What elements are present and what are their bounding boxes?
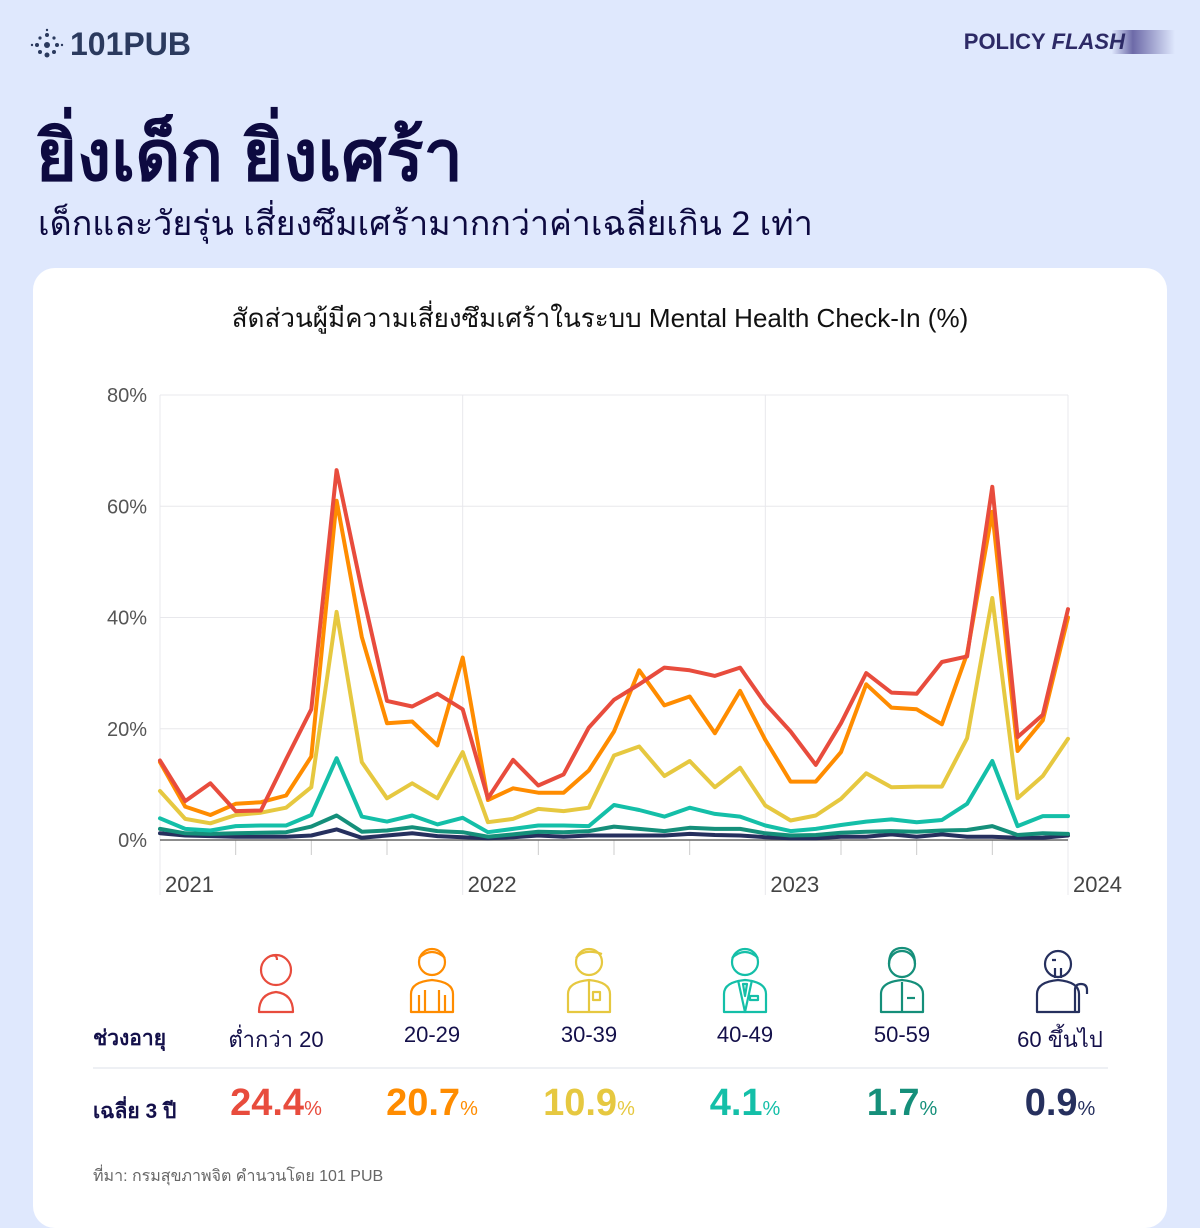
series-line-50-59 <box>158 813 1070 839</box>
child-icon <box>241 940 311 1015</box>
elderly-icon <box>1025 940 1095 1015</box>
adult-icon <box>554 940 624 1015</box>
x-tick-label: 2022 <box>468 872 517 897</box>
page-title: ยิ่งเด็ก ยิ่งเศร้า <box>36 117 463 195</box>
chart-title: สัดส่วนผู้มีความเสี่ยงซึมเศร้าในระบบ Men… <box>231 303 969 333</box>
age-group-label: 30-39 <box>560 1022 618 1047</box>
line-chart: 0% 20% 40% 60% 80% 2021 2022 2023 2024 <box>107 385 1122 897</box>
badge-flash: FLASH <box>1051 29 1125 54</box>
businessman-icon <box>710 940 780 1015</box>
average-value: 1.7% <box>822 1082 982 1125</box>
policy-flash-badge: POLICY FLASH <box>963 29 1175 54</box>
y-tick-label: 60% <box>107 496 147 518</box>
young-adult-icon <box>397 940 467 1015</box>
age-row-label: ช่วงอายุ <box>93 1027 167 1050</box>
avg-row-label: เฉลี่ย 3 ปี <box>93 1100 177 1123</box>
average-value: 20.7% <box>352 1082 512 1125</box>
logo-burst-icon <box>30 28 64 57</box>
logo: 101PUB <box>30 26 191 63</box>
x-tick-label: 2023 <box>770 872 819 897</box>
average-value: 24.4% <box>196 1082 356 1125</box>
middle-aged-icon <box>867 940 937 1015</box>
percent-sign: % <box>460 1098 478 1120</box>
age-group-label: 20-29 <box>403 1022 461 1047</box>
series-line-30-39 <box>158 596 1070 826</box>
average-number: 0.9 <box>1024 1082 1078 1124</box>
y-tick-label: 80% <box>107 385 147 407</box>
percent-sign: % <box>1077 1098 1096 1120</box>
average-number: 10.9 <box>543 1082 618 1124</box>
y-tick-label: 20% <box>107 719 147 741</box>
average-number: 20.7 <box>386 1082 461 1124</box>
series-line-ต่ำกว่า-20 <box>158 468 1070 814</box>
average-value: 10.9% <box>509 1082 669 1125</box>
age-group-label: 50-59 <box>873 1022 931 1047</box>
percent-sign: % <box>617 1098 635 1120</box>
badge-policy: POLICY <box>963 29 1046 54</box>
source-note: ที่มา: กรมสุขภาพจิต คำนวนโดย 101 PUB <box>93 1168 384 1185</box>
age-group-label: 60 ขึ้นไป <box>1017 1027 1103 1052</box>
y-tick-label: 0% <box>118 830 147 852</box>
page-subtitle: เด็กและวัยรุ่น เสี่ยงซึมเศร้ามากกว่าค่าเ… <box>38 205 813 243</box>
logo-text: 101PUB <box>70 26 191 62</box>
x-tick-label: 2021 <box>165 872 214 897</box>
average-value: 4.1% <box>665 1082 825 1125</box>
percent-sign: % <box>762 1098 781 1120</box>
average-value: 0.9% <box>980 1082 1140 1125</box>
y-tick-label: 40% <box>107 608 147 630</box>
age-group-label: 40-49 <box>716 1022 774 1047</box>
series-line-40-49 <box>158 756 1070 835</box>
x-tick-label: 2024 <box>1073 872 1122 897</box>
legend-divider <box>93 1067 1108 1069</box>
age-group-label: ต่ำกว่า 20 <box>228 1027 324 1052</box>
average-number: 1.7 <box>866 1082 920 1124</box>
series-line-60-ขึ้นไป <box>158 827 1070 841</box>
average-number: 24.4 <box>230 1082 305 1124</box>
percent-sign: % <box>304 1098 322 1120</box>
percent-sign: % <box>919 1098 938 1120</box>
average-number: 4.1 <box>709 1082 763 1124</box>
series-line-20-29 <box>158 498 1070 817</box>
